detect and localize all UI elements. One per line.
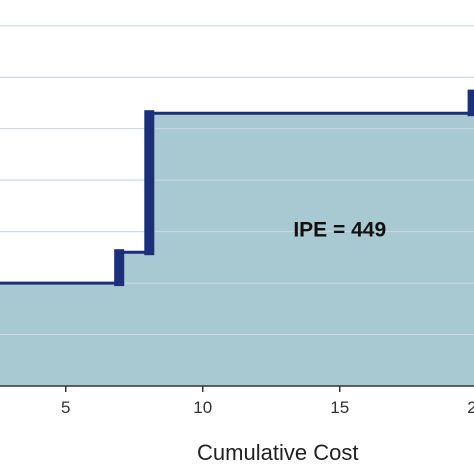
jump-marker — [467, 89, 474, 117]
x-axis-ticks: 5 10 15 20 — [61, 386, 474, 417]
jump-marker — [144, 110, 155, 256]
area-layer — [0, 25, 474, 387]
x-tick-label: 10 — [193, 398, 212, 417]
cumulative-area — [0, 113, 474, 386]
ipe-annotation: IPE = 449 — [293, 219, 386, 242]
jump-markers — [114, 89, 474, 287]
x-tick-label: 15 — [330, 398, 349, 417]
x-tick-label: 20 — [467, 398, 474, 417]
x-tick-label: 5 — [61, 398, 70, 417]
x-axis-title: Cumulative Cost — [197, 440, 358, 465]
jump-marker — [114, 249, 125, 287]
